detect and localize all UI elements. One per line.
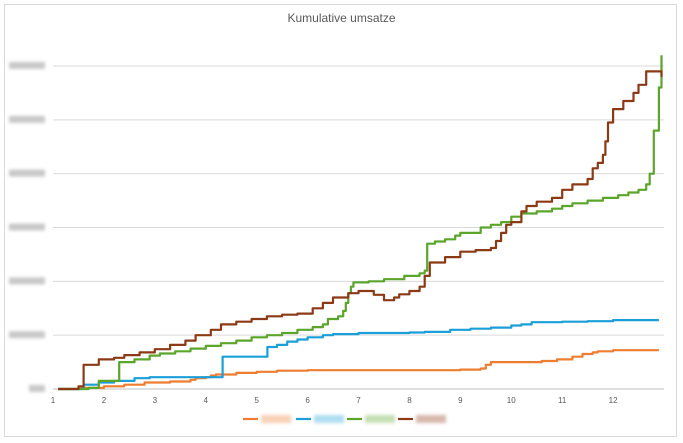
x-tick-label: 3 — [153, 396, 158, 405]
x-tick-label: 5 — [254, 396, 259, 405]
chart-title: Kumulative umsatze — [287, 11, 396, 25]
y-tick-label-redacted — [9, 169, 45, 177]
series-line-3 — [58, 55, 663, 391]
series-line-2 — [58, 319, 659, 391]
y-tick-label-redacted — [9, 62, 45, 69]
legend-label-redacted — [416, 415, 446, 423]
y-tick-label-redacted — [9, 223, 45, 231]
chart-frame — [4, 4, 677, 437]
legend-label-redacted — [261, 415, 291, 423]
x-tick-label: 9 — [458, 396, 463, 405]
gridlines — [53, 65, 664, 390]
legend-label-redacted — [314, 415, 344, 423]
series-line-4 — [58, 70, 663, 391]
x-tick-label: 1 — [51, 396, 56, 405]
legend — [243, 415, 446, 423]
y-tick-label-redacted — [9, 277, 45, 285]
x-tick-label: 12 — [609, 396, 618, 405]
series-lines — [58, 55, 663, 391]
y-tick-labels — [9, 62, 45, 392]
x-tick-label: 7 — [356, 396, 361, 405]
x-tick-labels: 1 2 3 4 5 6 7 8 9 10 11 12 — [51, 396, 618, 405]
y-tick-label-redacted — [9, 115, 45, 123]
series-line-1 — [58, 349, 659, 391]
x-tick-label: 10 — [507, 396, 516, 405]
y-tick-label-redacted — [9, 331, 45, 339]
x-tick-label: 11 — [558, 396, 567, 405]
x-tick-label: 2 — [102, 396, 107, 405]
x-tick-label: 6 — [305, 396, 310, 405]
x-tick-label: 8 — [407, 396, 412, 405]
y-tick-label-redacted — [29, 385, 45, 392]
x-tick-label: 4 — [204, 396, 209, 405]
legend-label-redacted — [365, 415, 395, 423]
